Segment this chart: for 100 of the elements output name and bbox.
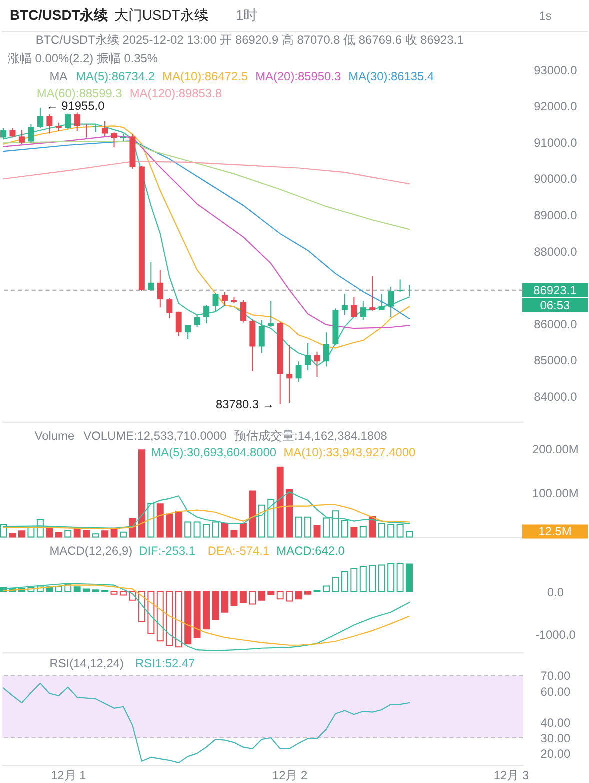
bar: [341, 572, 348, 592]
bar: [304, 516, 312, 538]
bar: [396, 562, 404, 592]
bar: [156, 591, 164, 642]
bar: [286, 489, 294, 538]
bar: [323, 586, 330, 592]
line-series: [2, 141, 410, 230]
y-tick-label: 40.00: [540, 716, 571, 730]
bar: [212, 591, 220, 620]
bar: [396, 524, 404, 538]
bar: [175, 511, 182, 538]
candlestick: [314, 351, 320, 378]
bar: [240, 591, 247, 604]
bar: [314, 525, 321, 538]
line-series: [2, 492, 410, 529]
y-tick-label: 91000.0: [534, 136, 578, 150]
y-tick-label: 88000.0: [534, 244, 578, 259]
candlestick: [37, 107, 44, 128]
bar: [295, 591, 302, 600]
candlestick: [102, 120, 108, 136]
candlestick: [222, 291, 228, 307]
bar: [120, 591, 127, 596]
bar: [18, 530, 26, 538]
candlestick: [185, 324, 192, 340]
bar: [249, 591, 256, 605]
bar: [203, 524, 210, 538]
text: 1s: [539, 8, 552, 23]
text: MA(20):85950.3: [256, 70, 342, 84]
bar: [28, 586, 35, 592]
candlestick: [148, 262, 154, 292]
bar: [388, 563, 395, 592]
text: 1时: [236, 6, 258, 23]
y-tick-label: 89000.0: [534, 208, 578, 223]
line-series: [2, 682, 410, 764]
bar: [55, 532, 62, 538]
y-tick-label: 90000.0: [534, 172, 578, 186]
bar: [350, 527, 358, 538]
candlestick: [74, 112, 80, 132]
candlestick: [28, 124, 34, 144]
bar: [268, 591, 275, 596]
legend-title: Volume: [34, 428, 75, 443]
text: MA(5):86734.2: [76, 70, 156, 84]
text: MA(120):89853.8: [130, 86, 222, 100]
candlestick: [397, 279, 404, 292]
x-tick-label: 12月 1: [51, 768, 87, 783]
y-tick-label: 70.00: [540, 669, 571, 684]
annotation: 83780.3 →: [216, 397, 274, 412]
candlestick: [324, 332, 330, 368]
candlestick: [360, 300, 366, 321]
candlestick: [388, 286, 394, 318]
y-tick-label: 60.00: [540, 684, 571, 699]
annotation: ← 91955.0: [46, 98, 106, 113]
bar: [92, 534, 100, 538]
y-tick-label: 0.0: [547, 585, 564, 600]
bar: [64, 530, 72, 538]
bar: [249, 490, 256, 538]
bar: [212, 522, 220, 538]
candlestick: [378, 294, 385, 311]
line-series: [2, 161, 410, 185]
text: 06:53: [540, 298, 570, 312]
candlestick: [204, 304, 210, 324]
text: MA(5):30,693,604.8000: [151, 446, 277, 460]
candlestick: [240, 300, 246, 324]
bar: [360, 526, 367, 538]
bar: [295, 516, 302, 538]
y-tick-label: -1000.0: [535, 628, 576, 642]
bar: [156, 504, 164, 538]
y-tick-label: 30.00: [540, 731, 571, 746]
bar: [203, 591, 210, 630]
bar: [64, 584, 72, 592]
bar: [332, 577, 340, 592]
bar: [268, 499, 275, 538]
bar: [369, 565, 376, 592]
annotation: BTC/USDT永续 2025-12-02 13:00 开 86920.9 高 87070.8 低 86769.6 收 86923.1: [36, 32, 464, 47]
bar: [9, 533, 16, 538]
bar: [46, 528, 54, 538]
y-tick-label: 100.00M: [532, 486, 579, 501]
chart-subtitle: 大门USDT永续: [114, 6, 208, 23]
text: RSI1:52.47: [136, 656, 196, 671]
bar: [304, 591, 312, 595]
bar: [36, 520, 44, 538]
series-label: MACD:642.0: [276, 544, 346, 558]
bar: [166, 591, 174, 646]
x-tick-label: 12月 3: [494, 768, 530, 783]
text: DEA:-574.1: [208, 544, 270, 558]
bar: [276, 466, 284, 538]
bar: [184, 522, 192, 538]
bar: [388, 524, 395, 538]
bar: [258, 504, 266, 538]
chart-title: BTC/USDT永续: [10, 6, 110, 23]
y-tick-label: 93000.0: [534, 63, 578, 78]
candlestick: [268, 300, 274, 328]
candlestick: [305, 342, 312, 371]
bar: [323, 518, 330, 538]
bar: [184, 591, 192, 645]
line-series: [2, 504, 410, 530]
bar: [258, 591, 266, 601]
candlestick: [65, 113, 72, 130]
text: MA(60):88599.3: [36, 86, 123, 100]
y-tick-label: 20.00: [540, 747, 571, 762]
